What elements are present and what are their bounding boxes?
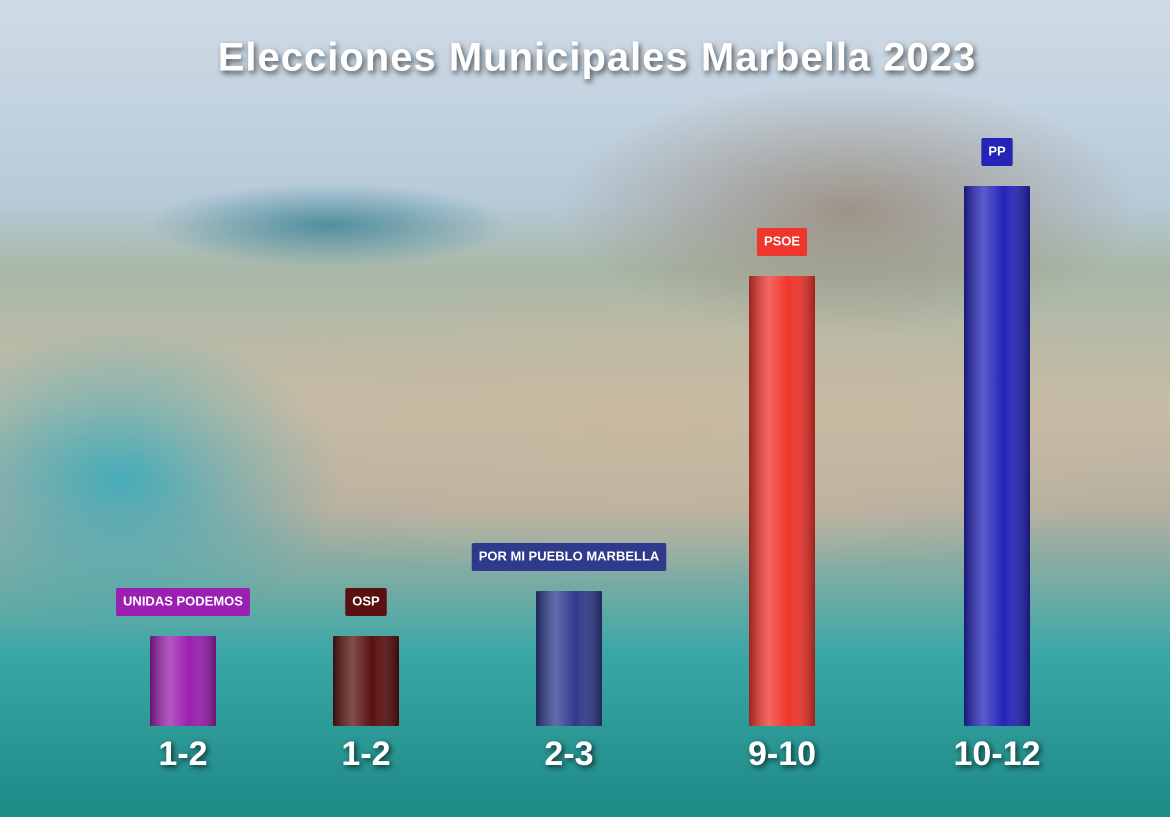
value-label: 9-10 [748, 735, 816, 773]
chart-title: Elecciones Municipales Marbella 2023 [218, 36, 977, 80]
value-label: 1-2 [341, 735, 390, 773]
logo-badge [981, 138, 1013, 166]
party-logo: PSOE [756, 228, 808, 256]
bar-shine [964, 186, 1030, 726]
party-logo: OSP [345, 588, 387, 616]
party-logo: PP [981, 138, 1013, 166]
value-label: 10-12 [954, 735, 1041, 773]
party-name: PSOE [764, 233, 800, 248]
value-label: 2-3 [544, 735, 593, 773]
bar-shine [333, 636, 399, 726]
logo-badge [116, 588, 250, 616]
logo-badge [471, 543, 667, 571]
party-name: OSP [352, 593, 380, 608]
value-label: 1-2 [158, 735, 207, 773]
bar-shine [536, 591, 602, 726]
party-name: POR MI PUEBLO MARBELLA [479, 548, 660, 563]
party-name: PP [988, 143, 1006, 158]
party-logo: POR MI PUEBLO MARBELLA [471, 543, 667, 571]
bar-shine [150, 636, 216, 726]
logo-badge [756, 228, 808, 256]
party-logo: UNIDAS PODEMOS [116, 588, 250, 616]
party-name: UNIDAS PODEMOS [123, 593, 243, 608]
bar-shine [749, 276, 815, 726]
logo-badge [345, 588, 387, 616]
